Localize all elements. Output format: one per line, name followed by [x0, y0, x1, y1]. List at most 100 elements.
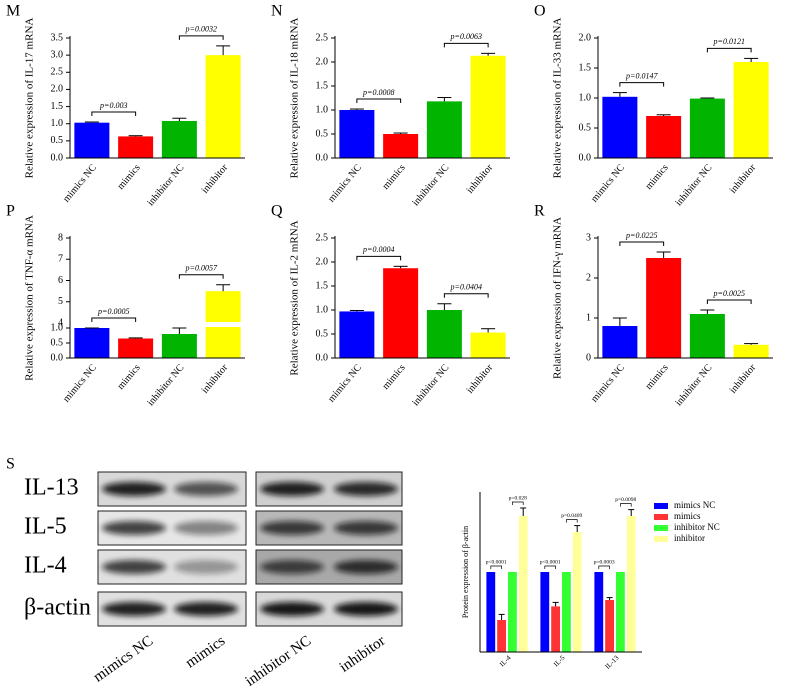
blot-row-label: IL-5 — [24, 514, 67, 540]
y-tick-label: 5 — [58, 296, 63, 307]
legend-swatch — [654, 536, 668, 542]
bar — [594, 572, 604, 652]
y-tick-label: 2.5 — [316, 32, 329, 43]
bar — [602, 326, 638, 358]
legend-label: mimics — [674, 511, 701, 521]
bar — [733, 344, 769, 358]
significance-bracket — [91, 317, 137, 322]
x-tick-label: inhibitor — [465, 362, 496, 396]
panel-label: N — [271, 3, 283, 20]
y-tick-label: 7 — [58, 254, 63, 265]
x-tick-label: mimics — [115, 162, 142, 192]
y-tick-label: 1.5 — [579, 62, 592, 73]
significance-bracket — [443, 42, 489, 48]
panel-label: S — [6, 456, 15, 473]
x-tick-label: mimics — [643, 362, 670, 392]
bar — [497, 620, 506, 652]
y-tick-label: 2.0 — [579, 32, 592, 43]
significance-bracket — [91, 111, 137, 116]
significance-bracket — [443, 293, 489, 298]
bar — [470, 332, 506, 358]
y-tick-label: 2.0 — [316, 256, 329, 267]
x-tick-label: IL-4 — [498, 654, 513, 669]
blot-band — [260, 602, 324, 616]
y-tick-label: 1 — [586, 312, 591, 323]
bar — [161, 120, 197, 158]
blot-lane-label: inhibitor NC — [243, 633, 315, 690]
blot-row-label: β-actin — [24, 595, 91, 621]
y-tick-label: 0.5 — [316, 128, 329, 139]
bar — [74, 122, 110, 158]
blot-band — [260, 560, 324, 574]
blot-lane-label: mimics NC — [91, 633, 157, 686]
significance-bracket — [706, 47, 752, 53]
y-axis-label: Relative expression of IL-18 mRNA — [289, 18, 301, 179]
y-tick-label: 3.5 — [51, 32, 64, 43]
bar — [616, 572, 625, 652]
p-value: p=0.0004 — [362, 245, 394, 254]
blot-band — [334, 602, 398, 616]
p-value: p=0.0008 — [362, 88, 394, 97]
bar — [118, 338, 154, 358]
panel-label: R — [534, 203, 545, 220]
x-tick-label: inhibitor NC — [410, 162, 451, 208]
bar — [383, 134, 419, 158]
significance-bracket — [620, 503, 632, 507]
x-tick-label: mimics — [115, 362, 142, 392]
x-tick-label: mimics — [643, 162, 670, 192]
blot-band — [334, 482, 398, 496]
y-tick-label: 1.0 — [316, 304, 329, 315]
y-tick-label: 1.5 — [316, 280, 329, 291]
y-tick-label: 0.5 — [579, 122, 592, 133]
bar — [339, 311, 375, 358]
y-tick-label: 1.0 — [51, 322, 64, 333]
bar — [733, 62, 769, 158]
y-tick-label: 0.0 — [316, 352, 329, 363]
x-tick-label: inhibitor NC — [145, 162, 186, 208]
x-tick-label: mimics NC — [326, 162, 364, 204]
y-tick-label: 2 — [586, 272, 591, 283]
p-value: p=0.003 — [99, 101, 127, 110]
y-tick-label: 0.0 — [579, 152, 592, 163]
bar — [518, 516, 528, 652]
bar — [426, 101, 462, 158]
y-tick-label: 1.0 — [316, 104, 329, 115]
legend-swatch — [654, 514, 668, 520]
x-tick-label: mimics — [380, 362, 407, 392]
significance-bracket — [178, 274, 224, 279]
bar — [626, 516, 636, 652]
significance-bracket — [356, 98, 402, 104]
blot-band — [174, 602, 238, 616]
p-value: p=0.0025 — [713, 289, 745, 298]
panel-label: P — [6, 203, 15, 220]
p-value: p=0.0098 — [615, 497, 636, 503]
y-tick-label: 0.0 — [51, 152, 64, 163]
bar — [689, 98, 725, 158]
x-tick-label: mimics — [380, 162, 407, 192]
significance-bracket — [566, 519, 578, 523]
p-value: p=0.0404 — [450, 283, 482, 292]
blot-band — [174, 560, 238, 574]
bar — [470, 55, 506, 159]
bar — [540, 572, 550, 652]
bar — [689, 314, 725, 358]
y-tick-label: 0.0 — [316, 152, 329, 163]
x-tick-label: inhibitor NC — [673, 162, 714, 208]
y-tick-label: 2.0 — [51, 84, 64, 95]
legend-swatch — [654, 503, 668, 509]
blot-row-label: IL-4 — [24, 553, 67, 579]
bar — [383, 268, 419, 358]
y-tick-label: 0 — [586, 352, 591, 363]
bar — [602, 96, 638, 158]
p-value: p=0.0147 — [625, 71, 658, 80]
bar — [605, 600, 614, 652]
p-value: p=0.0057 — [185, 264, 218, 273]
p-value: p=0.0003 — [594, 559, 615, 565]
bar — [508, 572, 517, 652]
y-tick-label: 1.0 — [579, 92, 592, 103]
bar — [161, 334, 197, 358]
blot-band — [102, 521, 166, 535]
y-tick-label: 0.5 — [51, 135, 64, 146]
significance-bracket — [512, 501, 524, 505]
